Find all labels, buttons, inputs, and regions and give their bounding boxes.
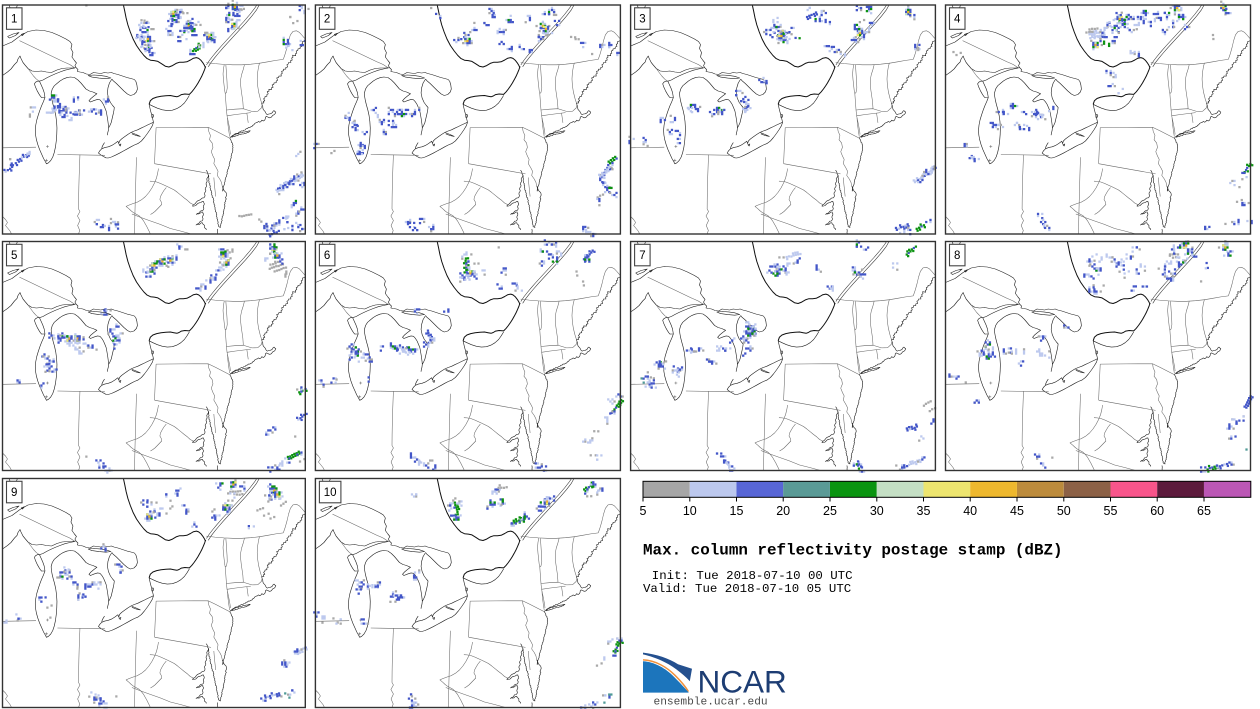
svg-text:55: 55 bbox=[1104, 504, 1118, 518]
svg-text:30: 30 bbox=[870, 504, 884, 518]
svg-text:Init: Tue 2018-07-10 00 UTC: Init: Tue 2018-07-10 00 UTC bbox=[652, 569, 853, 583]
svg-text:6: 6 bbox=[324, 250, 330, 262]
svg-text:7: 7 bbox=[639, 250, 645, 262]
svg-text:50: 50 bbox=[1057, 504, 1071, 518]
svg-text:8: 8 bbox=[954, 250, 960, 262]
svg-text:5: 5 bbox=[11, 250, 17, 262]
svg-text:45: 45 bbox=[1010, 504, 1024, 518]
svg-text:9: 9 bbox=[11, 487, 17, 499]
svg-text:10: 10 bbox=[324, 487, 337, 499]
svg-text:25: 25 bbox=[823, 504, 837, 518]
svg-text:1: 1 bbox=[11, 14, 17, 26]
svg-text:Valid: Tue 2018-07-10 05 UTC: Valid: Tue 2018-07-10 05 UTC bbox=[643, 582, 851, 596]
svg-text:4: 4 bbox=[954, 14, 961, 26]
svg-text:5: 5 bbox=[640, 504, 647, 518]
svg-text:40: 40 bbox=[963, 504, 977, 518]
svg-text:10: 10 bbox=[683, 504, 697, 518]
svg-text:65: 65 bbox=[1197, 504, 1211, 518]
svg-text:15: 15 bbox=[730, 504, 744, 518]
svg-text:60: 60 bbox=[1150, 504, 1164, 518]
svg-text:20: 20 bbox=[776, 504, 790, 518]
svg-text:NCAR: NCAR bbox=[698, 664, 787, 700]
svg-text:Max. column reflectivity posta: Max. column reflectivity postage stamp (… bbox=[643, 542, 1063, 560]
svg-text:ensemble.ucar.edu: ensemble.ucar.edu bbox=[654, 697, 768, 709]
svg-text:35: 35 bbox=[917, 504, 931, 518]
svg-text:3: 3 bbox=[639, 14, 645, 26]
svg-text:2: 2 bbox=[324, 14, 330, 26]
